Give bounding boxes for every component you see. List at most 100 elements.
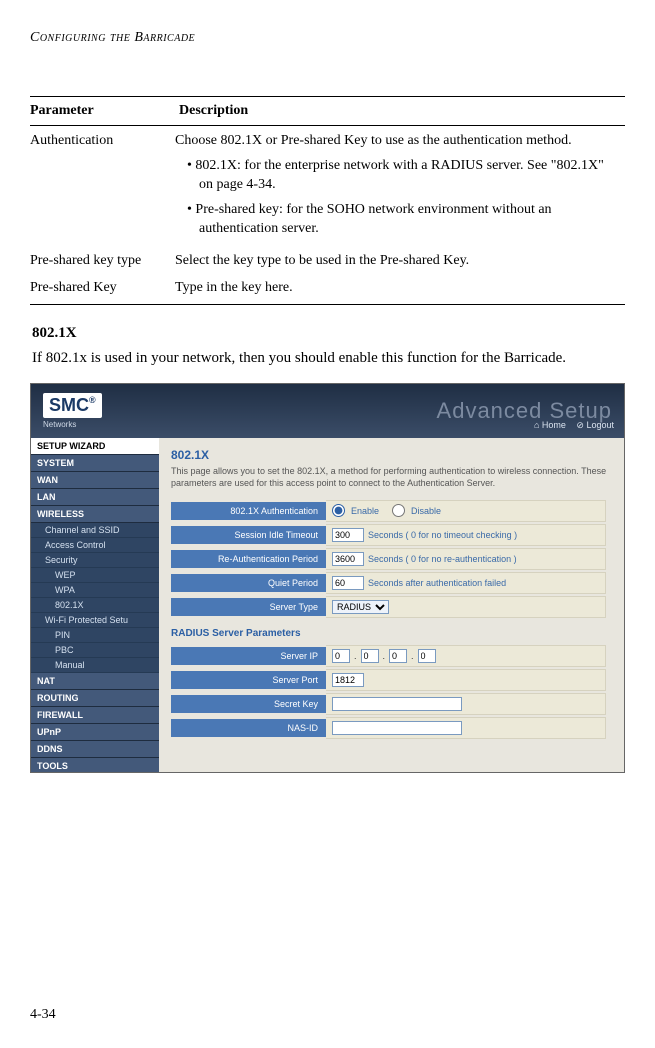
row-nas-id: NAS-ID: [171, 717, 612, 739]
sidebar-sub2-pbc[interactable]: PBC: [31, 643, 159, 658]
desc-bullets: 802.1X: for the enterprise network with …: [175, 157, 617, 239]
parameter-table: Parameter Description Authentication Cho…: [30, 96, 625, 305]
bullet: 802.1X: for the enterprise network with …: [187, 157, 617, 195]
desc-cell: Type in the key here.: [175, 273, 625, 304]
field-reauth: Seconds ( 0 for no re-authentication ): [326, 548, 606, 570]
select-server-type[interactable]: RADIUS: [332, 600, 389, 614]
radio-disable-label: Disable: [411, 506, 441, 516]
logout-link[interactable]: Logout: [576, 420, 614, 430]
logo-reg: ®: [89, 395, 96, 405]
param-cell: Pre-shared Key: [30, 273, 175, 304]
radius-subhead: RADIUS Server Parameters: [171, 628, 612, 639]
logo-text: SMC®: [43, 393, 102, 418]
row-session-idle: Session Idle Timeout Seconds ( 0 for no …: [171, 524, 612, 546]
sidebar-sub-access-control[interactable]: Access Control: [31, 538, 159, 553]
input-ip-a[interactable]: [332, 649, 350, 663]
field-server-port: [326, 669, 606, 691]
running-head: Configuring the Barricade: [30, 30, 625, 46]
field-secret-key: [326, 693, 606, 715]
panel-description: This page allows you to set the 802.1X, …: [171, 466, 612, 489]
row-server-type: Server Type RADIUS: [171, 596, 612, 618]
sidebar-sub2-8021x[interactable]: 802.1X: [31, 598, 159, 613]
sidebar-item-lan[interactable]: LAN: [31, 489, 159, 506]
radio-enable-label: Enable: [351, 506, 379, 516]
suffix-quiet: Seconds after authentication failed: [368, 578, 506, 588]
desc-cell: Select the key type to be used in the Pr…: [175, 246, 625, 273]
label-secret-key: Secret Key: [171, 695, 326, 713]
sidebar-sub-security[interactable]: Security: [31, 553, 159, 568]
top-links: Home Logout: [526, 420, 614, 431]
sidebar-item-nat[interactable]: NAT: [31, 673, 159, 690]
router-admin-screenshot: SMC® Networks Advanced Setup Home Logout…: [30, 383, 625, 773]
table-row: Pre-shared key type Select the key type …: [30, 246, 625, 273]
sidebar-item-tools[interactable]: TOOLS: [31, 758, 159, 773]
sidebar-item-upnp[interactable]: UPnP: [31, 724, 159, 741]
suffix-session-idle: Seconds ( 0 for no timeout checking ): [368, 530, 517, 540]
th-parameter: Parameter: [30, 97, 175, 126]
radio-enable[interactable]: [332, 504, 345, 517]
th-description: Description: [175, 97, 625, 126]
input-quiet[interactable]: [332, 576, 364, 590]
label-session-idle: Session Idle Timeout: [171, 526, 326, 544]
sidebar-item-wan[interactable]: WAN: [31, 472, 159, 489]
row-server-ip: Server IP . . .: [171, 645, 612, 667]
row-8021x-auth: 802.1X Authentication Enable Disable: [171, 500, 612, 522]
sidebar-sub2-manual[interactable]: Manual: [31, 658, 159, 673]
label-8021x-auth: 802.1X Authentication: [171, 502, 326, 520]
field-8021x-auth: Enable Disable: [326, 500, 606, 522]
row-secret-key: Secret Key: [171, 693, 612, 715]
input-session-idle[interactable]: [332, 528, 364, 542]
logo-subtext: Networks: [43, 420, 102, 429]
input-reauth[interactable]: [332, 552, 364, 566]
desc-text: Choose 802.1X or Pre-shared Key to use a…: [175, 133, 572, 148]
field-session-idle: Seconds ( 0 for no timeout checking ): [326, 524, 606, 546]
sidebar-item-wireless[interactable]: WIRELESS: [31, 506, 159, 523]
label-nas-id: NAS-ID: [171, 719, 326, 737]
field-nas-id: [326, 717, 606, 739]
input-ip-b[interactable]: [361, 649, 379, 663]
row-reauth: Re-Authentication Period Seconds ( 0 for…: [171, 548, 612, 570]
topbar: SMC® Networks Advanced Setup Home Logout: [31, 384, 624, 438]
logo: SMC® Networks: [43, 393, 102, 429]
row-server-port: Server Port: [171, 669, 612, 691]
label-server-port: Server Port: [171, 671, 326, 689]
field-quiet: Seconds after authentication failed: [326, 572, 606, 594]
radio-disable[interactable]: [392, 504, 405, 517]
sidebar-sub2-pin[interactable]: PIN: [31, 628, 159, 643]
home-link[interactable]: Home: [534, 420, 566, 430]
sidebar-sub2-wep[interactable]: WEP: [31, 568, 159, 583]
label-reauth: Re-Authentication Period: [171, 550, 326, 568]
input-nas-id[interactable]: [332, 721, 462, 735]
input-ip-d[interactable]: [418, 649, 436, 663]
section-paragraph: If 802.1x is used in your network, then …: [32, 348, 625, 369]
input-ip-c[interactable]: [389, 649, 407, 663]
sidebar-sub-wps[interactable]: Wi-Fi Protected Setu: [31, 613, 159, 628]
main-panel: 802.1X This page allows you to set the 8…: [159, 438, 624, 772]
page-number: 4-34: [30, 1007, 56, 1023]
bullet: Pre-shared key: for the SOHO network env…: [187, 201, 617, 239]
section-heading: 802.1X: [32, 325, 625, 342]
logo-main: SMC: [49, 395, 89, 416]
input-server-port[interactable]: [332, 673, 364, 687]
label-quiet: Quiet Period: [171, 574, 326, 592]
sidebar-item-ddns[interactable]: DDNS: [31, 741, 159, 758]
label-server-ip: Server IP: [171, 647, 326, 665]
desc-cell: Choose 802.1X or Pre-shared Key to use a…: [175, 126, 625, 247]
panel-title: 802.1X: [171, 448, 612, 462]
sidebar-sub2-wpa[interactable]: WPA: [31, 583, 159, 598]
input-secret-key[interactable]: [332, 697, 462, 711]
sidebar-sub-channel-ssid[interactable]: Channel and SSID: [31, 523, 159, 538]
sidebar: SETUP WIZARD SYSTEM WAN LAN WIRELESS Cha…: [31, 438, 159, 772]
label-server-type: Server Type: [171, 598, 326, 616]
field-server-type: RADIUS: [326, 596, 606, 618]
sidebar-item-firewall[interactable]: FIREWALL: [31, 707, 159, 724]
table-row: Pre-shared Key Type in the key here.: [30, 273, 625, 304]
sidebar-item-system[interactable]: SYSTEM: [31, 455, 159, 472]
sidebar-item-routing[interactable]: ROUTING: [31, 690, 159, 707]
sidebar-setup-wizard[interactable]: SETUP WIZARD: [31, 438, 159, 455]
suffix-reauth: Seconds ( 0 for no re-authentication ): [368, 554, 517, 564]
param-cell: Pre-shared key type: [30, 246, 175, 273]
field-server-ip: . . .: [326, 645, 606, 667]
table-row: Authentication Choose 802.1X or Pre-shar…: [30, 126, 625, 247]
row-quiet: Quiet Period Seconds after authenticatio…: [171, 572, 612, 594]
